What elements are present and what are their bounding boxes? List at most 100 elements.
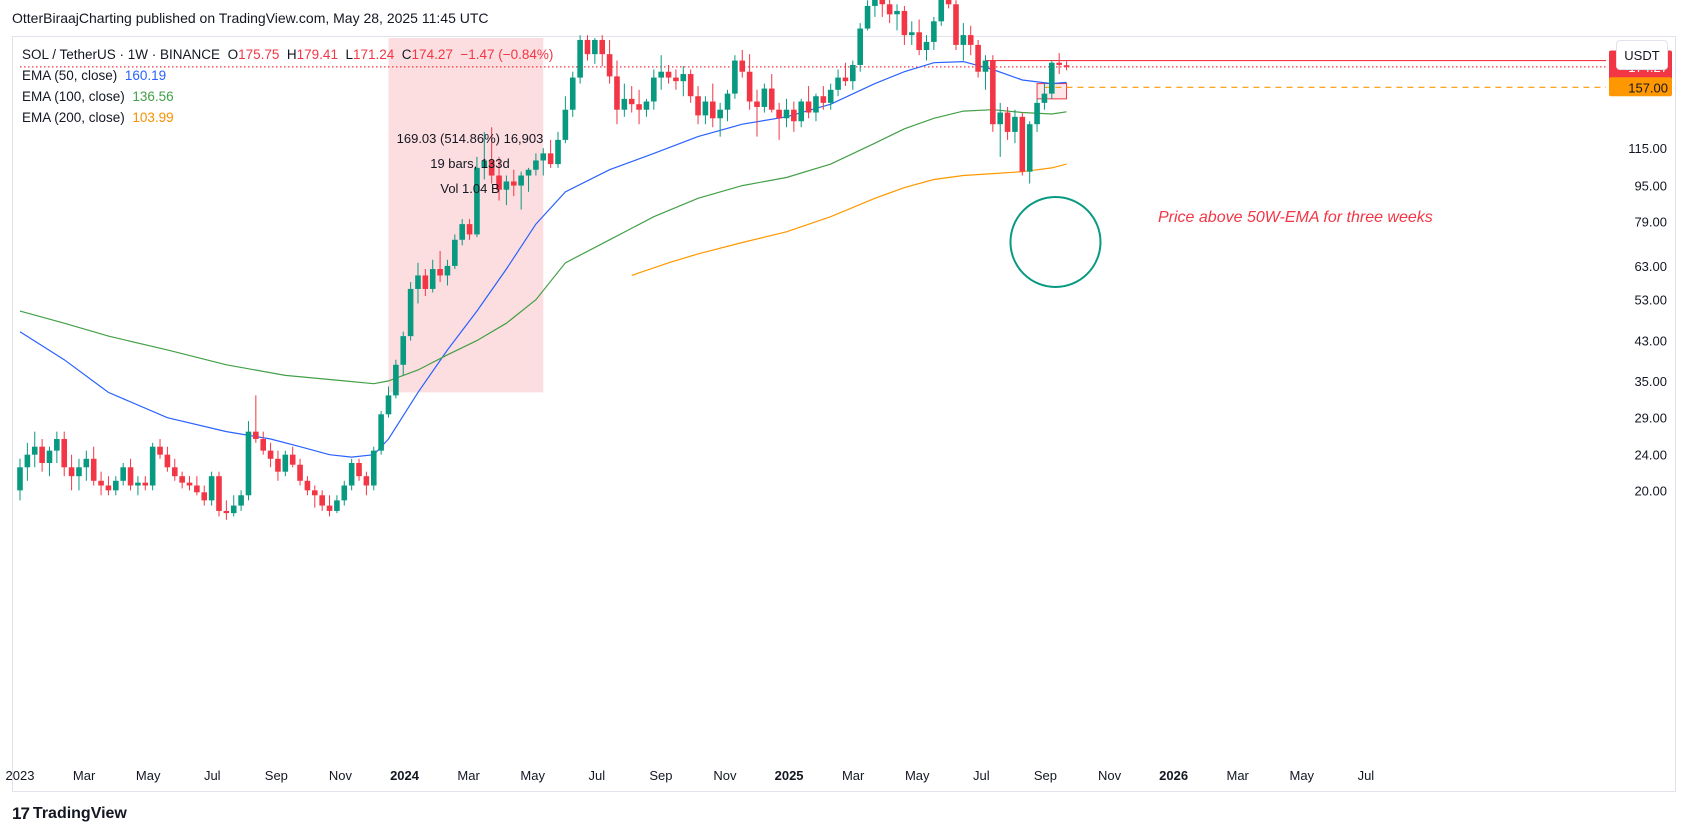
candle-body xyxy=(813,96,819,113)
ema50-row[interactable]: EMA (50, close) 160.19 xyxy=(22,65,553,86)
candle-body xyxy=(709,101,716,119)
candle xyxy=(724,89,731,122)
candle-body xyxy=(827,89,834,103)
candle xyxy=(54,431,60,463)
candle xyxy=(503,175,510,206)
candle-body xyxy=(510,181,517,186)
candle-body xyxy=(370,450,377,486)
candle xyxy=(732,55,738,99)
candle-body xyxy=(1012,116,1018,132)
candle xyxy=(805,86,812,119)
candle xyxy=(201,485,208,506)
candle-body xyxy=(592,39,598,55)
candle xyxy=(319,490,325,511)
x-tick-label: Mar xyxy=(842,768,865,783)
candle xyxy=(326,495,333,517)
x-tick-label: Mar xyxy=(457,768,480,783)
candle-body xyxy=(142,482,149,486)
symbol-name[interactable]: SOL / TetherUS · 1W · BINANCE xyxy=(22,47,221,62)
close-label: C xyxy=(401,47,412,62)
candle xyxy=(238,490,244,511)
price-label: 157.00 xyxy=(1609,77,1672,97)
candle-body xyxy=(186,482,193,486)
annotation-text[interactable]: Price above 50W-EMA for three weeks xyxy=(1158,209,1433,226)
highlight-circle xyxy=(1009,196,1102,288)
ema100-row[interactable]: EMA (100, close) 136.56 xyxy=(22,86,553,107)
candle-body xyxy=(1034,102,1040,125)
candle xyxy=(135,476,141,496)
candle-body xyxy=(267,450,274,459)
candle xyxy=(466,219,473,240)
candle-body xyxy=(776,109,782,119)
candle-body xyxy=(245,431,252,496)
candle-body xyxy=(275,458,281,472)
ema100-line xyxy=(19,109,1067,385)
candle-body xyxy=(407,288,414,337)
candle xyxy=(547,139,554,168)
candle xyxy=(813,93,819,122)
ema100-label: EMA (100, close) xyxy=(22,89,125,104)
candle xyxy=(533,153,539,176)
candle xyxy=(687,69,694,103)
candle xyxy=(562,96,569,144)
candle xyxy=(717,102,723,137)
candle xyxy=(260,431,267,455)
candle xyxy=(164,446,171,472)
x-tick-label: 2023 xyxy=(6,768,35,783)
candle-body xyxy=(208,476,215,501)
ema200-row[interactable]: EMA (200, close) 103.99 xyxy=(22,107,553,128)
candle xyxy=(842,62,849,87)
candle-body xyxy=(216,476,222,511)
candle-body xyxy=(805,101,812,113)
candle xyxy=(643,98,650,117)
candle-body xyxy=(783,109,790,119)
candle xyxy=(665,64,672,84)
candle xyxy=(1019,112,1026,176)
high-value: 179.41 xyxy=(296,47,338,62)
candle-body xyxy=(282,454,289,472)
candle xyxy=(569,71,576,117)
candle-body xyxy=(665,71,672,78)
candle-body xyxy=(46,450,53,463)
candle xyxy=(798,98,805,128)
candle xyxy=(282,450,289,477)
candle-body xyxy=(842,77,849,82)
candle xyxy=(850,60,856,90)
candle xyxy=(267,442,274,468)
candle xyxy=(297,458,303,486)
candle-body xyxy=(768,88,775,110)
open-value: 175.75 xyxy=(238,47,280,62)
ema50-line xyxy=(19,60,1067,458)
candle-body xyxy=(945,0,952,5)
ema50-label: EMA (50, close) xyxy=(22,68,118,83)
candle-body xyxy=(348,462,355,486)
candle-body xyxy=(400,336,407,365)
candle-body xyxy=(990,60,996,125)
candle xyxy=(931,16,937,50)
candle-body xyxy=(61,439,68,468)
candle-body xyxy=(179,476,185,483)
candle xyxy=(142,476,149,491)
x-tick-label: Nov xyxy=(713,768,737,783)
candle xyxy=(908,21,915,45)
x-tick-label: 2024 xyxy=(390,768,420,783)
candle xyxy=(17,458,23,501)
candle-body xyxy=(496,175,502,190)
candle xyxy=(746,54,753,110)
candle-body xyxy=(1019,116,1026,172)
currency-button[interactable]: USDT xyxy=(1616,40,1668,70)
candle-body xyxy=(444,265,451,276)
candle xyxy=(783,98,790,128)
candle-body xyxy=(879,0,886,5)
candle xyxy=(982,55,989,90)
candle xyxy=(1041,83,1048,110)
candle-body xyxy=(429,269,436,289)
measure-info: 169.03 (514.86%) 16,903 19 bars, 133d Vo… xyxy=(390,126,550,201)
candle-body xyxy=(385,395,392,415)
candle xyxy=(592,38,598,64)
tradingview-brand[interactable]: 17 TradingView xyxy=(12,804,127,824)
candle xyxy=(341,480,348,506)
candle xyxy=(348,458,355,491)
candle xyxy=(415,262,421,304)
